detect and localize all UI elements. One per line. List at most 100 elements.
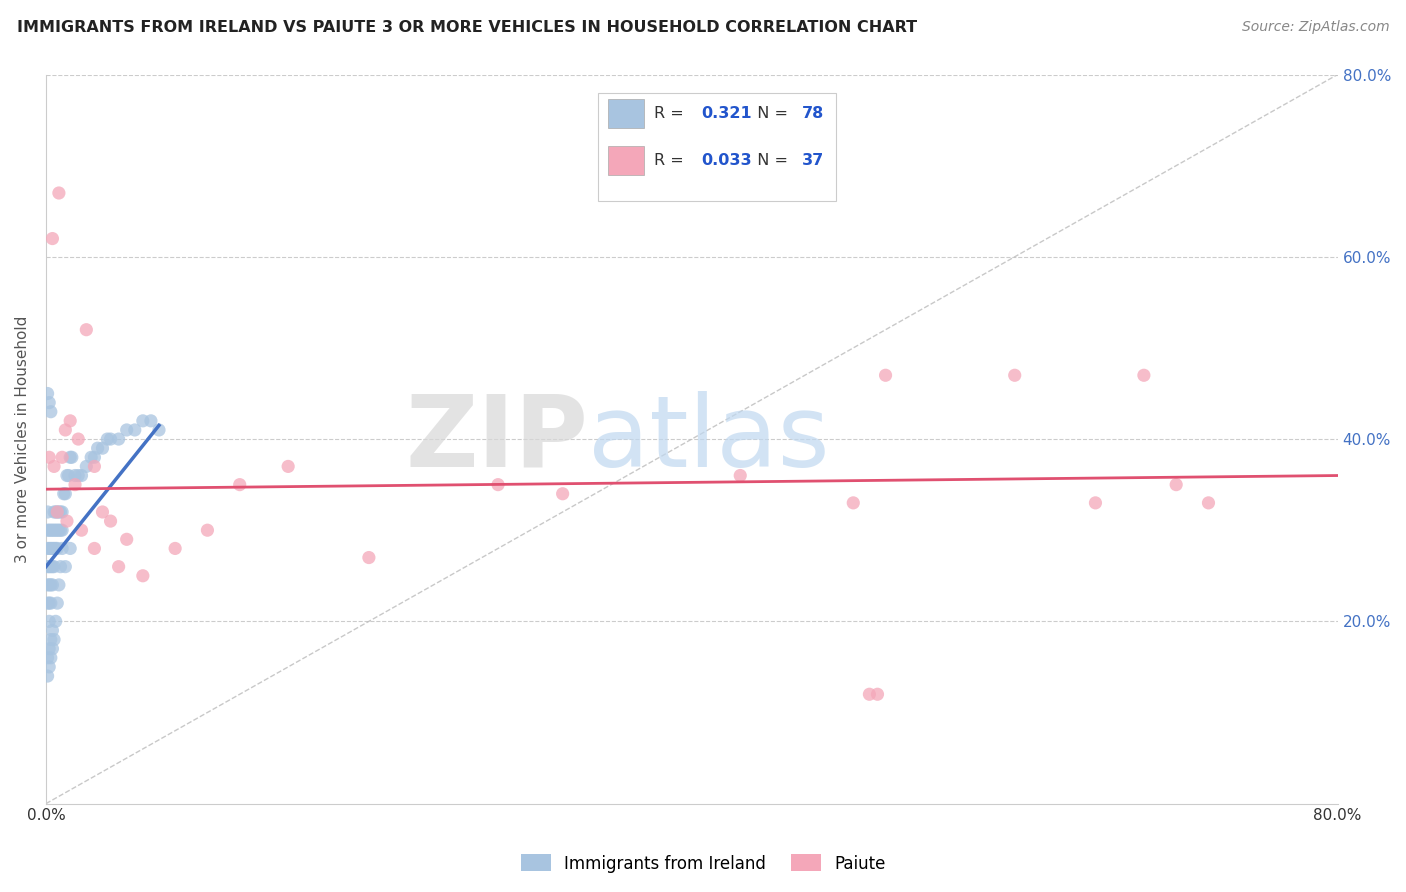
Point bbox=[41, 641, 63, 656]
Point bbox=[41, 541, 63, 556]
Point bbox=[75, 323, 97, 337]
Point bbox=[41, 559, 63, 574]
Text: N =: N = bbox=[748, 153, 793, 168]
Point bbox=[139, 414, 162, 428]
Point bbox=[52, 487, 75, 501]
Point bbox=[56, 514, 79, 528]
Point bbox=[91, 441, 114, 455]
Point bbox=[37, 523, 59, 537]
Point bbox=[38, 596, 60, 610]
Point bbox=[39, 650, 62, 665]
Point bbox=[56, 468, 79, 483]
Point bbox=[67, 432, 90, 446]
Point bbox=[37, 505, 59, 519]
FancyBboxPatch shape bbox=[607, 99, 644, 128]
Point bbox=[228, 477, 250, 491]
Point bbox=[38, 523, 60, 537]
Text: 0.321: 0.321 bbox=[700, 105, 751, 120]
Point bbox=[51, 505, 73, 519]
Point bbox=[858, 687, 880, 701]
Point bbox=[45, 541, 67, 556]
Text: 78: 78 bbox=[801, 105, 824, 120]
Point bbox=[124, 423, 146, 437]
Point bbox=[49, 523, 72, 537]
Point bbox=[48, 186, 70, 200]
Point bbox=[132, 568, 155, 582]
Point bbox=[115, 423, 138, 437]
Point bbox=[37, 578, 59, 592]
Point bbox=[70, 523, 93, 537]
Point bbox=[38, 541, 60, 556]
Point bbox=[91, 505, 114, 519]
Point bbox=[51, 541, 73, 556]
Point bbox=[100, 514, 122, 528]
Text: IMMIGRANTS FROM IRELAND VS PAIUTE 3 OR MORE VEHICLES IN HOUSEHOLD CORRELATION CH: IMMIGRANTS FROM IRELAND VS PAIUTE 3 OR M… bbox=[17, 20, 917, 35]
Point bbox=[486, 477, 509, 491]
Point bbox=[100, 432, 122, 446]
Point bbox=[42, 632, 65, 647]
Point bbox=[46, 505, 69, 519]
Point bbox=[728, 468, 751, 483]
Point bbox=[75, 459, 97, 474]
Point bbox=[165, 541, 187, 556]
Point bbox=[875, 368, 897, 383]
Y-axis label: 3 or more Vehicles in Household: 3 or more Vehicles in Household bbox=[15, 316, 30, 563]
Point bbox=[46, 523, 69, 537]
Point bbox=[1084, 496, 1107, 510]
Text: R =: R = bbox=[654, 105, 689, 120]
Point bbox=[842, 496, 865, 510]
Point bbox=[58, 468, 80, 483]
Point bbox=[41, 231, 63, 245]
Text: 37: 37 bbox=[801, 153, 824, 168]
Point bbox=[41, 578, 63, 592]
Point bbox=[132, 414, 155, 428]
Point bbox=[45, 523, 67, 537]
Point bbox=[42, 523, 65, 537]
Text: N =: N = bbox=[748, 105, 793, 120]
Point bbox=[63, 468, 86, 483]
Point bbox=[197, 523, 219, 537]
Point bbox=[59, 414, 82, 428]
Point bbox=[37, 650, 59, 665]
Point bbox=[38, 660, 60, 674]
Point bbox=[46, 505, 69, 519]
Point bbox=[53, 423, 76, 437]
Point bbox=[51, 523, 73, 537]
Point bbox=[42, 505, 65, 519]
Point bbox=[49, 559, 72, 574]
Text: Source: ZipAtlas.com: Source: ZipAtlas.com bbox=[1241, 20, 1389, 34]
Point bbox=[39, 632, 62, 647]
Point bbox=[49, 505, 72, 519]
Point bbox=[37, 596, 59, 610]
Point bbox=[39, 596, 62, 610]
Point bbox=[59, 541, 82, 556]
Point bbox=[83, 541, 105, 556]
Point bbox=[37, 541, 59, 556]
Point bbox=[115, 533, 138, 547]
Text: 0.033: 0.033 bbox=[700, 153, 751, 168]
Point bbox=[80, 450, 103, 465]
FancyBboxPatch shape bbox=[598, 94, 837, 201]
Legend: Immigrants from Ireland, Paiute: Immigrants from Ireland, Paiute bbox=[513, 847, 893, 880]
Point bbox=[551, 487, 574, 501]
Point bbox=[1004, 368, 1026, 383]
Point bbox=[107, 432, 129, 446]
Point bbox=[53, 487, 76, 501]
Point bbox=[46, 596, 69, 610]
Text: R =: R = bbox=[654, 153, 689, 168]
Point bbox=[38, 578, 60, 592]
Point bbox=[38, 641, 60, 656]
Point bbox=[38, 395, 60, 409]
Point bbox=[48, 578, 70, 592]
Point bbox=[48, 523, 70, 537]
Point bbox=[46, 541, 69, 556]
Point bbox=[42, 459, 65, 474]
Point bbox=[39, 559, 62, 574]
Point bbox=[70, 468, 93, 483]
Point bbox=[41, 624, 63, 638]
Text: ZIP: ZIP bbox=[405, 391, 589, 488]
Point bbox=[37, 669, 59, 683]
Point bbox=[148, 423, 170, 437]
Point bbox=[86, 441, 108, 455]
Point bbox=[866, 687, 889, 701]
